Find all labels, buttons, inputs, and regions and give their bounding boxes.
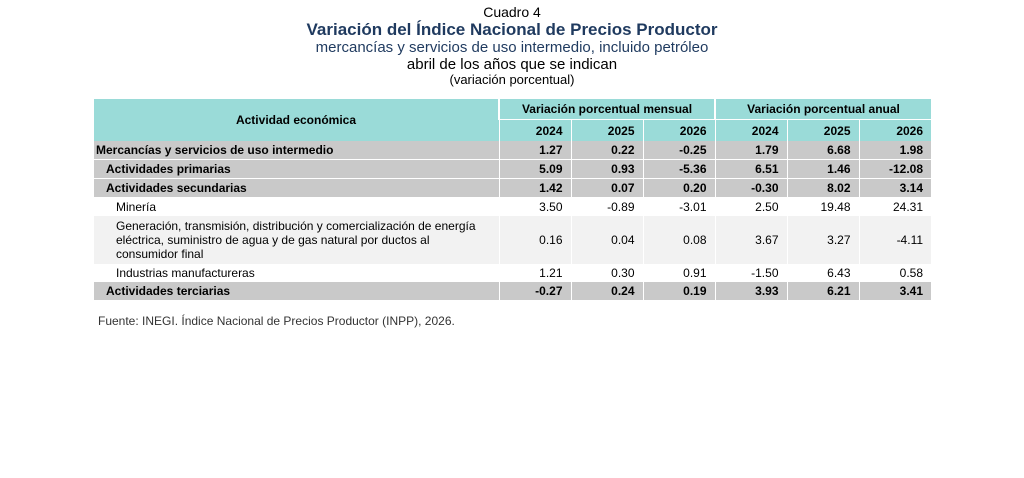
table-row: Actividades primarias 5.09 0.93 -5.36 6.… — [94, 159, 932, 179]
source-note: Fuente: INEGI. Índice Nacional de Precio… — [98, 314, 455, 328]
cell-value: -5.36 — [642, 159, 715, 179]
price-index-table: Actividad económica Variación porcentual… — [94, 99, 932, 301]
table-subtitle: mercancías y servicios de uso intermedio… — [315, 39, 709, 56]
cell-value: 1.21 — [498, 264, 571, 282]
cell-value: 0.07 — [570, 178, 643, 198]
year-header: 2025 — [786, 119, 859, 141]
cell-value: 0.22 — [570, 141, 643, 160]
cell-value: -12.08 — [858, 159, 932, 179]
cell-value: -0.30 — [714, 178, 787, 198]
cell-value: 3.27 — [786, 216, 859, 264]
cell-value: 0.08 — [642, 216, 715, 264]
row-label: Industrias manufactureras — [116, 266, 255, 280]
table-number: Cuadro 4 — [483, 4, 541, 20]
year-header: 2024 — [714, 119, 787, 141]
cell-value: 0.16 — [498, 216, 571, 264]
cell-value: 3.67 — [714, 216, 787, 264]
table-unit: (variación porcentual) — [449, 72, 575, 87]
cell-value: 19.48 — [786, 197, 859, 216]
cell-value: -0.25 — [642, 141, 715, 160]
table-row: Actividades terciarias -0.27 0.24 0.19 3… — [94, 282, 932, 301]
table-row: Minería 3.50 -0.89 -3.01 2.50 19.48 24.3… — [94, 197, 932, 216]
row-label: Mercancías y servicios de uso intermedio — [94, 141, 499, 160]
cell-value: 8.02 — [786, 178, 859, 198]
annual-group-header: Variación porcentual anual — [713, 99, 932, 120]
cell-value: 3.50 — [498, 197, 571, 216]
cell-value: 0.93 — [570, 159, 643, 179]
cell-value: 0.58 — [858, 264, 932, 282]
year-header: 2026 — [642, 119, 715, 141]
table-row: Generación, transmisión, distribución y … — [94, 216, 932, 264]
cell-value: 1.27 — [498, 141, 571, 160]
row-label: Minería — [116, 200, 157, 214]
table-title: Variación del Índice Nacional de Precios… — [306, 20, 718, 39]
cell-value: 6.68 — [786, 141, 859, 160]
monthly-group-header: Variación porcentual mensual — [498, 99, 715, 120]
row-label: Generación, transmisión, distribución y … — [94, 216, 499, 264]
cell-value: 0.19 — [642, 282, 715, 301]
cell-value: 1.46 — [786, 159, 859, 179]
row-label: Actividades primarias — [94, 159, 499, 179]
row-label: Actividades secundarias — [94, 178, 499, 198]
table-date: abril de los años que se indican — [406, 56, 618, 73]
cell-value: 3.41 — [858, 282, 932, 301]
cell-value: 6.51 — [714, 159, 787, 179]
table-row: Industrias manufactureras 1.21 0.30 0.91… — [94, 264, 932, 282]
cell-value: 1.98 — [858, 141, 932, 160]
cell-value: 0.04 — [570, 216, 643, 264]
cell-value: 3.93 — [714, 282, 787, 301]
cell-value: 0.30 — [570, 264, 643, 282]
year-header: 2025 — [570, 119, 643, 141]
row-label: Actividades terciarias — [94, 282, 499, 301]
cell-value: 0.20 — [642, 178, 715, 198]
cell-value: -4.11 — [858, 216, 932, 264]
title-block: Cuadro 4 Variación del Índice Nacional d… — [0, 4, 1024, 87]
cell-value: 1.42 — [498, 178, 571, 198]
cell-value: 3.14 — [858, 178, 932, 198]
cell-value: 1.79 — [714, 141, 787, 160]
year-header: 2026 — [858, 119, 932, 141]
cell-value: 0.24 — [570, 282, 643, 301]
year-header: 2024 — [498, 119, 571, 141]
cell-value: 2.50 — [714, 197, 787, 216]
cell-value: -1.50 — [714, 264, 787, 282]
table-row: Mercancías y servicios de uso intermedio… — [94, 141, 932, 160]
activity-header: Actividad económica — [94, 99, 499, 141]
cell-value: 6.21 — [786, 282, 859, 301]
cell-value: -0.89 — [570, 197, 643, 216]
cell-value: -0.27 — [498, 282, 571, 301]
cell-value: 24.31 — [858, 197, 932, 216]
table-row: Actividades secundarias 1.42 0.07 0.20 -… — [94, 178, 932, 198]
cell-value: 6.43 — [786, 264, 859, 282]
cell-value: 0.91 — [642, 264, 715, 282]
cell-value: -3.01 — [642, 197, 715, 216]
cell-value: 5.09 — [498, 159, 571, 179]
